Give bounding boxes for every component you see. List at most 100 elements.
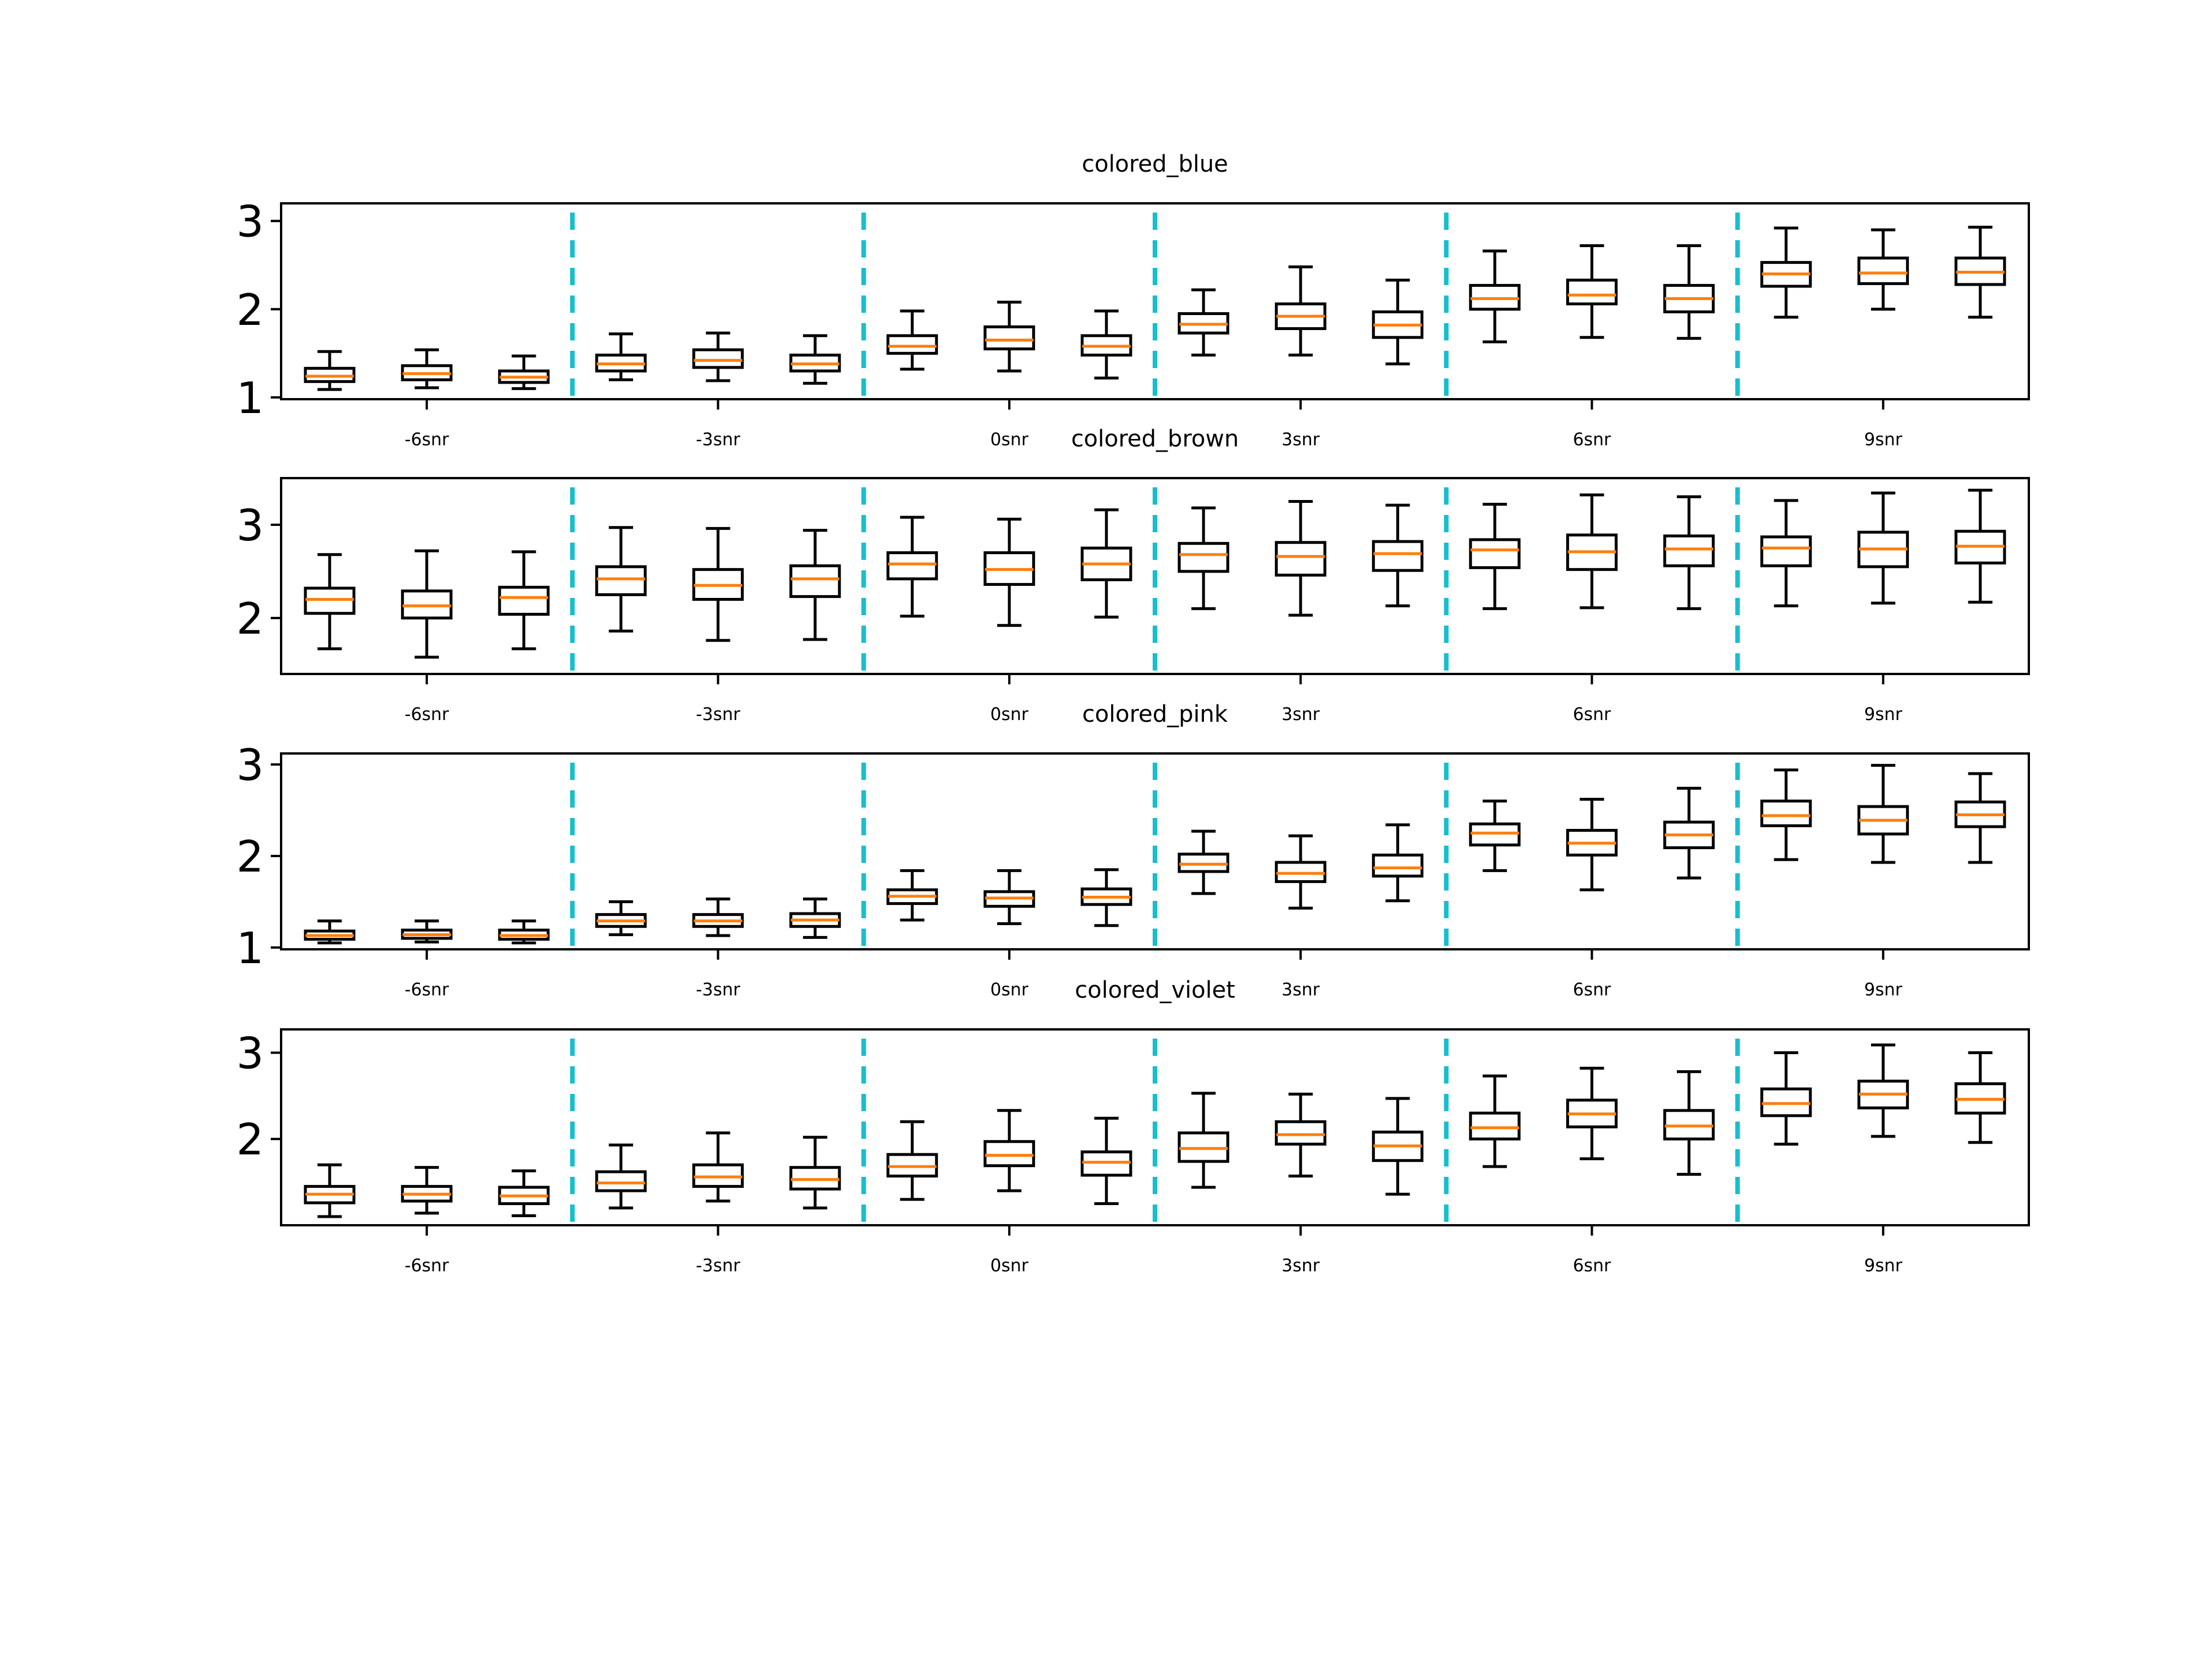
axes-frame: [280, 752, 2030, 950]
box-7: [886, 869, 938, 922]
x-tick-label: 0snr: [990, 1256, 1029, 1276]
x-tick-label: 0snr: [990, 430, 1029, 450]
box-7: [886, 1120, 938, 1201]
box-3: [498, 354, 550, 391]
x-tick-label: 6snr: [1573, 1256, 1611, 1276]
subplot-title: colored_brown: [1071, 426, 1238, 452]
box-18: [1955, 1051, 2006, 1144]
box-18: [1955, 488, 2006, 604]
box-5: [692, 331, 744, 382]
box-14: [1566, 797, 1618, 892]
box-10: [1177, 830, 1229, 895]
box-18: [1955, 225, 2006, 319]
box-2: [401, 1166, 453, 1215]
box-11: [1275, 265, 1327, 357]
x-tick-label: 6snr: [1573, 704, 1611, 725]
box-5: [692, 527, 744, 642]
box-15: [1663, 786, 1715, 880]
iqr-box: [1760, 800, 1812, 828]
box-5: [692, 897, 744, 937]
axes-frame: [280, 1028, 2030, 1226]
box-1: [304, 919, 355, 945]
x-tick-label: 9snr: [1864, 1256, 1903, 1276]
x-tick-label: -3snr: [696, 980, 741, 1000]
box-14: [1566, 493, 1618, 609]
iqr-box: [1372, 853, 1424, 878]
box-9: [1081, 868, 1132, 927]
x-tick-label: 3snr: [1282, 430, 1320, 450]
iqr-box: [1663, 534, 1715, 567]
x-tick-label: -3snr: [696, 430, 741, 450]
box-6: [789, 334, 841, 385]
box-8: [983, 301, 1035, 373]
box-3: [498, 919, 550, 945]
box-18: [1955, 772, 2006, 864]
box-13: [1469, 249, 1521, 343]
box-1: [304, 553, 355, 650]
box-8: [983, 869, 1035, 926]
x-tick-label: 0snr: [990, 980, 1029, 1000]
box-17: [1857, 491, 1909, 605]
box-9: [1081, 1116, 1132, 1206]
iqr-box: [498, 585, 550, 616]
iqr-box: [595, 1170, 647, 1192]
subplot-colored_pink: colored_pink 1 2 3 -6snr -3snr 0snr 3snr 6snr 9sn…: [236, 701, 2030, 1000]
iqr-box: [692, 348, 744, 369]
iqr-box: [789, 564, 841, 599]
box-2: [401, 549, 453, 659]
x-tick-label: 3snr: [1282, 1256, 1320, 1276]
box-16: [1760, 226, 1812, 319]
box-11: [1275, 1092, 1327, 1178]
box-13: [1469, 502, 1521, 611]
box-1: [304, 350, 355, 391]
box-10: [1177, 506, 1229, 611]
x-tick-label: 9snr: [1864, 704, 1903, 725]
box-9: [1081, 508, 1132, 619]
x-tick-label: 3snr: [1282, 980, 1320, 1000]
y-tick-label: 1: [236, 923, 264, 974]
box-14: [1566, 1066, 1618, 1161]
iqr-box: [1372, 540, 1424, 572]
box-4: [595, 526, 647, 633]
box-16: [1760, 499, 1812, 608]
y-tick-label: 2: [236, 831, 264, 882]
iqr-box: [1469, 1111, 1521, 1141]
y-tick-label: 2: [236, 593, 264, 644]
box-5: [692, 1131, 744, 1203]
box-14: [1566, 244, 1618, 339]
box-6: [789, 529, 841, 641]
axes-frame: [280, 202, 2030, 400]
iqr-box: [1469, 538, 1521, 569]
subplot-colored_brown: colored_brown 2 3 -6snr -3snr 0snr 3snr 6snr 9sn…: [236, 426, 2030, 725]
box-17: [1857, 228, 1909, 311]
box-7: [886, 516, 938, 618]
box-13: [1469, 1074, 1521, 1168]
box-8: [983, 517, 1035, 627]
iqr-box: [886, 334, 938, 355]
box-7: [886, 309, 938, 371]
y-tick-label: 3: [236, 500, 264, 551]
iqr-box: [1760, 535, 1812, 567]
box-8: [983, 1109, 1035, 1192]
box-6: [789, 897, 841, 939]
box-15: [1663, 244, 1715, 340]
x-tick-label: 9snr: [1864, 430, 1903, 450]
box-17: [1857, 1043, 1909, 1138]
x-tick-label: 3snr: [1282, 704, 1320, 725]
iqr-box: [1177, 541, 1229, 573]
box-15: [1663, 495, 1715, 611]
box-12: [1372, 1097, 1424, 1196]
box-10: [1177, 1092, 1229, 1189]
box-17: [1857, 764, 1909, 864]
box-6: [789, 1135, 841, 1210]
box-16: [1760, 1051, 1812, 1146]
box-4: [595, 332, 647, 381]
iqr-box: [886, 551, 938, 581]
subplot-title: colored_violet: [1075, 977, 1235, 1003]
x-tick-label: 6snr: [1573, 430, 1611, 450]
x-tick-label: -3snr: [696, 1256, 741, 1276]
iqr-box: [595, 565, 647, 596]
box-16: [1760, 768, 1812, 861]
x-tick-label: -6snr: [404, 430, 449, 450]
